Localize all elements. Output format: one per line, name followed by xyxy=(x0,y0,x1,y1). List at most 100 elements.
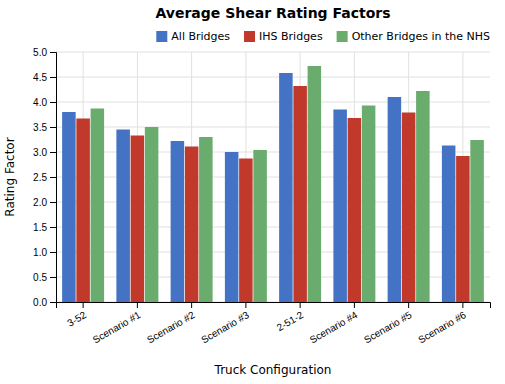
bar xyxy=(171,141,185,302)
bar xyxy=(402,113,416,303)
legend-swatch xyxy=(244,31,255,42)
legend: All Bridges IHS Bridges Other Bridges in t… xyxy=(156,30,490,43)
tick-mark xyxy=(50,152,56,153)
tick: 2.5 xyxy=(33,172,56,183)
bars xyxy=(62,66,484,302)
bar xyxy=(333,110,347,303)
tick: 0.5 xyxy=(33,272,56,283)
bar xyxy=(253,150,267,302)
tick-mark xyxy=(50,77,56,78)
bar xyxy=(348,118,362,302)
tick-label: 5.0 xyxy=(33,47,47,58)
tick-mark xyxy=(354,302,355,308)
tick-label: 3.0 xyxy=(33,147,47,158)
tick: 5.0 xyxy=(33,47,56,58)
bar xyxy=(199,137,213,302)
bar xyxy=(116,130,130,303)
tick-label: Scenario #6 xyxy=(416,309,468,345)
legend-label: Other Bridges in the NHS xyxy=(352,30,490,43)
tick-mark xyxy=(50,302,56,303)
bar xyxy=(416,91,430,302)
bar xyxy=(388,97,402,302)
tick: Scenario #5 xyxy=(362,302,414,345)
tick-label: 3.5 xyxy=(33,122,47,133)
bar-series xyxy=(91,66,484,302)
tick-label: Scenario #1 xyxy=(91,309,143,345)
tick-mark xyxy=(191,302,192,308)
tick-label: Scenario #3 xyxy=(199,309,251,345)
tick: 1.0 xyxy=(33,247,56,258)
tick-label: 4.5 xyxy=(33,72,47,83)
tick-mark xyxy=(50,127,56,128)
bar xyxy=(279,73,293,302)
y-axis: 0.0 0.5 1.0 1.5 2.0 2.5 3.0 3.5 4.0 4.5 5.0 xyxy=(33,47,56,308)
tick: 4.0 xyxy=(33,97,56,108)
tick-mark xyxy=(50,227,56,228)
tick-mark xyxy=(300,302,301,308)
bar xyxy=(225,152,239,302)
tick: Scenario #6 xyxy=(416,302,468,345)
tick-label: Scenario #5 xyxy=(362,309,414,345)
y-grid xyxy=(56,52,490,302)
y-axis-title: Rating Factor xyxy=(3,137,17,216)
tick-label: 1.5 xyxy=(33,222,47,233)
bar xyxy=(470,140,484,302)
tick: 1.5 xyxy=(33,222,56,233)
tick: 2.0 xyxy=(33,197,56,208)
bar-series xyxy=(76,86,469,302)
tick-mark xyxy=(50,277,56,278)
tick-mark xyxy=(137,302,138,308)
tick: 3-52 xyxy=(65,302,88,329)
title: Average Shear Rating Factors xyxy=(155,5,390,21)
plot: 0.00.51.01.52.02.53.03.54.04.55.03-52Sce… xyxy=(33,47,490,346)
tick-label: Scenario #4 xyxy=(308,309,360,345)
tick-mark xyxy=(245,302,246,308)
tick-label: 2.5 xyxy=(33,172,47,183)
axis-line xyxy=(57,303,491,309)
tick-mark xyxy=(50,252,56,253)
tick: 2-51-2 xyxy=(275,302,306,333)
legend-label: IHS Bridges xyxy=(259,30,323,43)
tick-label: 3-52 xyxy=(65,309,88,329)
tick-mark xyxy=(50,202,56,203)
tick: 3.5 xyxy=(33,122,56,133)
tick-label: 4.0 xyxy=(33,97,47,108)
bar xyxy=(239,159,253,303)
bar xyxy=(456,156,470,302)
grid-line xyxy=(56,77,490,78)
bar xyxy=(442,146,456,303)
x-grid xyxy=(83,52,463,302)
x-axis: 3-52Scenario #1Scenario #2Scenario #3 2-5… xyxy=(57,302,491,345)
bar xyxy=(145,127,159,302)
chart: 0.00.51.01.52.02.53.03.54.04.55.03-52Sce… xyxy=(0,0,505,384)
tick-label: 1.0 xyxy=(33,247,47,258)
tick-label: Scenario #2 xyxy=(145,309,197,345)
bar xyxy=(293,86,307,302)
bar xyxy=(76,119,90,303)
tick-mark xyxy=(408,302,409,308)
tick: Scenario #4 xyxy=(308,302,360,345)
tick-label: 2.0 xyxy=(33,197,47,208)
legend-item: IHS Bridges xyxy=(244,30,323,43)
bar xyxy=(308,66,322,302)
legend-swatch xyxy=(156,31,167,42)
legend-item: All Bridges xyxy=(156,30,230,43)
grid-line xyxy=(56,52,490,53)
tick: 4.5 xyxy=(33,72,56,83)
bar-series xyxy=(62,73,455,302)
tick-label: 0.0 xyxy=(33,297,47,308)
axis-line xyxy=(50,53,57,303)
tick: Scenario #1 xyxy=(91,302,143,345)
bar xyxy=(91,109,105,303)
legend-swatch xyxy=(337,31,348,42)
bar xyxy=(62,112,76,302)
bar xyxy=(185,147,199,303)
legend-item: Other Bridges in the NHS xyxy=(337,30,490,43)
tick-mark xyxy=(462,302,463,308)
tick-mark xyxy=(50,177,56,178)
tick: 3.0 xyxy=(33,147,56,158)
tick-mark xyxy=(50,52,56,53)
x-axis-title: Truck Configuration xyxy=(214,363,332,377)
tick-label: 0.5 xyxy=(33,272,47,283)
tick-mark xyxy=(50,102,56,103)
